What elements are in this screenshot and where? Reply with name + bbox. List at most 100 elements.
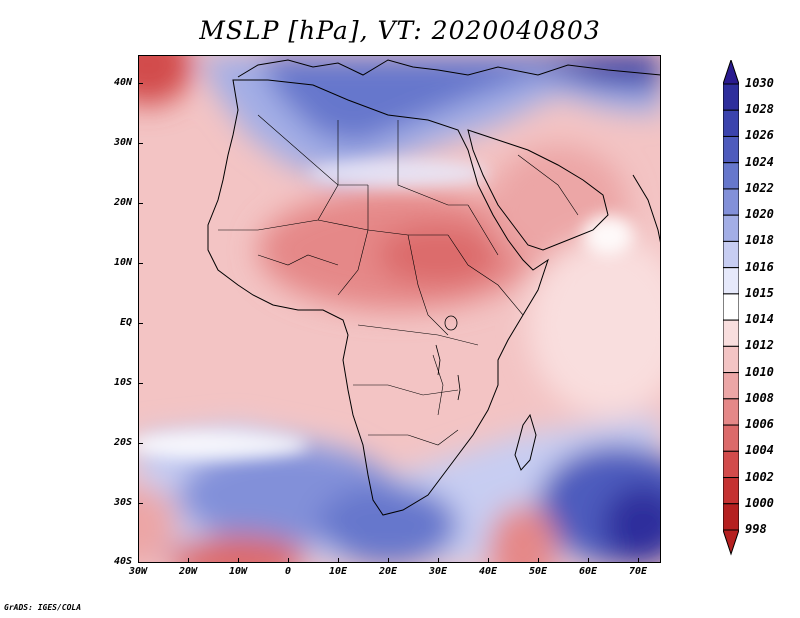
- lat-label: 30S: [113, 497, 132, 508]
- colorbar-label: 1012: [745, 338, 774, 353]
- colorbar-cell: [723, 477, 739, 505]
- lon-tick: [488, 558, 489, 563]
- colorbar-bottom-arrow: [723, 529, 739, 556]
- colorbar-label: 1022: [745, 180, 774, 195]
- border-10: [368, 429, 459, 446]
- colorbar-cell: [723, 398, 739, 426]
- colorbar-cell: [723, 240, 739, 269]
- lon-label: 50E: [528, 566, 548, 577]
- border-4: [317, 219, 448, 236]
- lake-tanganyika: [435, 344, 441, 376]
- lat-tick: [138, 443, 143, 444]
- colorbar-cell: [723, 503, 739, 531]
- pressure-field-cape-high: [318, 485, 458, 563]
- colorbar-label: 1010: [745, 364, 774, 379]
- lat-label: EQ: [119, 317, 132, 328]
- lon-tick: [288, 558, 289, 563]
- colorbar-cell: [723, 424, 739, 452]
- lon-tick: [338, 558, 339, 563]
- africa-coastline: [207, 79, 549, 516]
- colorbar-label: 1015: [745, 285, 774, 300]
- colorbar-label: 998: [745, 522, 767, 536]
- lon-tick: [438, 558, 439, 563]
- lon-label: 70E: [628, 566, 648, 577]
- colorbar-label: 1016: [745, 259, 774, 274]
- lon-tick: [138, 558, 139, 563]
- lat-label: 10S: [113, 377, 132, 388]
- colorbar-cell: [723, 345, 739, 374]
- colorbar-label: 1004: [745, 443, 774, 458]
- credit-text: GrADS: IGES/COLA: [4, 603, 82, 612]
- lon-label: 20W: [178, 566, 198, 577]
- pressure-field-indian-ocean: [528, 235, 661, 415]
- border-12: [257, 254, 339, 266]
- lon-label: 10W: [228, 566, 248, 577]
- border-7: [447, 234, 524, 316]
- colorbar-cell: [723, 267, 739, 295]
- madagascar-coastline: [514, 413, 537, 471]
- colorbar-label: 1000: [745, 495, 774, 510]
- pressure-map: [138, 55, 661, 563]
- lat-label: 20S: [113, 437, 132, 448]
- lat-tick: [138, 143, 143, 144]
- colorbar-cell: [723, 109, 739, 137]
- colorbar-top-arrow: [723, 60, 739, 85]
- country-borders: [218, 114, 579, 446]
- colorbar-label: 1006: [745, 417, 774, 432]
- lat-tick: [138, 263, 143, 264]
- colorbar-cells: [723, 83, 739, 531]
- lon-label: 10E: [328, 566, 348, 577]
- pressure-field-indian-high-core: [603, 485, 661, 563]
- coastlines: [207, 59, 661, 516]
- lake-victoria: [444, 315, 458, 331]
- border-11: [467, 204, 499, 256]
- pressure-field-sw-edge: [138, 485, 178, 563]
- lat-tick: [138, 83, 143, 84]
- colorbar-label: 1018: [745, 233, 774, 248]
- border-3: [397, 120, 468, 206]
- colorbar-cell: [723, 214, 739, 242]
- pressure-field-sse-low: [488, 505, 558, 563]
- colorbar-cell: [723, 135, 739, 164]
- lon-label: 40E: [478, 566, 498, 577]
- lon-tick: [238, 558, 239, 563]
- lat-tick: [138, 503, 143, 504]
- pressure-field-transition-atlantic: [138, 431, 308, 459]
- colorbar-label: 1002: [745, 469, 774, 484]
- lat-tick: [138, 383, 143, 384]
- india-coastline: [632, 174, 661, 246]
- colorbar-label: 1026: [745, 128, 774, 143]
- colorbar-cell: [723, 372, 739, 400]
- lat-label: 40S: [113, 556, 132, 567]
- colorbar-label: 1028: [745, 102, 774, 117]
- colorbar-label: 1008: [745, 390, 774, 405]
- lat-label: 20N: [113, 197, 132, 208]
- colorbar-label: 1030: [745, 76, 774, 90]
- lat-tick: [138, 323, 143, 324]
- lon-label: 0: [284, 566, 292, 577]
- lat-tick: [138, 203, 143, 204]
- colorbar-cell: [723, 450, 739, 479]
- colorbar-label: 1014: [745, 312, 774, 327]
- colorbar-label: 1020: [745, 207, 774, 222]
- border-13: [432, 354, 444, 416]
- pressure-field-sw-low: [168, 535, 308, 563]
- lon-tick: [388, 558, 389, 563]
- lon-tick: [538, 558, 539, 563]
- lake-malawi: [457, 374, 461, 401]
- lat-tick: [138, 562, 143, 563]
- lon-label: 60E: [578, 566, 598, 577]
- border-9: [353, 384, 459, 396]
- colorbar-cell: [723, 188, 739, 216]
- europe-coastline: [237, 59, 661, 78]
- border-14: [517, 154, 579, 216]
- colorbar-cell: [723, 83, 739, 111]
- lakes: [435, 315, 461, 401]
- lon-label: 30W: [128, 566, 148, 577]
- pressure-field-sahel-low-core: [378, 225, 498, 285]
- lon-tick: [188, 558, 189, 563]
- colorbar-graphic: [723, 60, 739, 556]
- pressure-field-north-high-core: [258, 55, 661, 145]
- map-canvas: [138, 55, 661, 563]
- arabia-coastline: [467, 129, 609, 251]
